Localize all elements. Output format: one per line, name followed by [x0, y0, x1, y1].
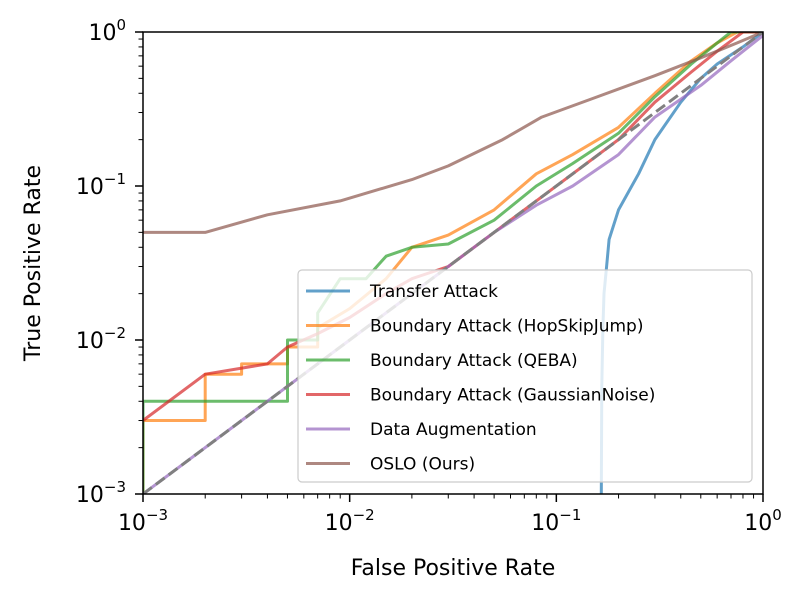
- legend-box: [297, 269, 753, 483]
- x-tick-label: 10−3: [118, 506, 168, 536]
- x-axis-label: False Positive Rate: [351, 556, 555, 581]
- legend-label-boundary-attack-gaussiannoise: Boundary Attack (GaussianNoise): [370, 386, 655, 406]
- y-tick-label: 100: [88, 16, 126, 46]
- y-tick-label: 10−3: [76, 478, 126, 508]
- series-line-oslo-ours: [143, 32, 763, 234]
- legend-label-oslo-ours: OSLO (Ours): [370, 455, 475, 475]
- x-tick-label: 10−1: [531, 506, 581, 536]
- x-tick-label: 100: [744, 506, 782, 536]
- axes-frame: [142, 31, 764, 495]
- legend-label-transfer-attack: Transfer Attack: [369, 282, 498, 302]
- chance-line: [143, 32, 763, 494]
- axes: 10−310−3 10−2 10−2 10−1 10−1 100 100: [76, 16, 782, 536]
- legend-label-data-augmentation: Data Augmentation: [370, 420, 537, 440]
- legend-label-boundary-attack-hopskipjump: Boundary Attack (HopSkipJump): [370, 317, 643, 337]
- y-tick-label: 10−2: [76, 324, 126, 354]
- legend-label-boundary-attack-qeba: Boundary Attack (QEBA): [370, 351, 578, 371]
- legend: Transfer Attack Boundary Attack (HopSkipJ…: [297, 269, 753, 483]
- x-tick-label: 10−2: [325, 506, 375, 536]
- y-axis-label: True Positive Rate: [21, 165, 46, 362]
- y-tick-label: 10−1: [76, 170, 126, 200]
- series-line-boundary-attack-qeba: [143, 32, 763, 494]
